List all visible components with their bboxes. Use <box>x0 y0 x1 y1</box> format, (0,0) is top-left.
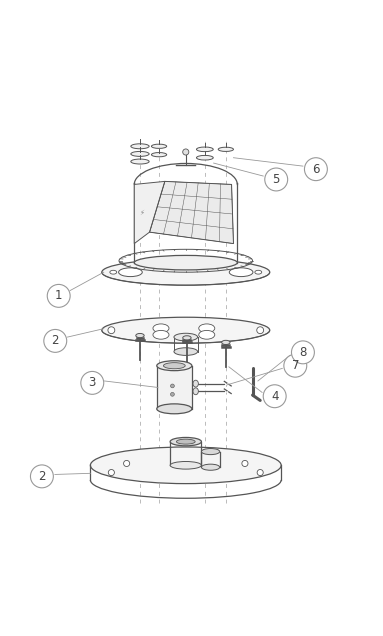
Circle shape <box>31 465 53 488</box>
Text: 5: 5 <box>273 173 280 186</box>
Ellipse shape <box>218 147 234 151</box>
Circle shape <box>170 392 174 396</box>
Ellipse shape <box>196 155 213 160</box>
Polygon shape <box>149 181 234 244</box>
Circle shape <box>108 469 115 476</box>
Text: 1: 1 <box>55 289 62 302</box>
Ellipse shape <box>131 151 149 156</box>
Ellipse shape <box>153 331 169 339</box>
Text: 2: 2 <box>38 470 46 483</box>
Ellipse shape <box>255 270 262 274</box>
Ellipse shape <box>170 438 201 446</box>
Ellipse shape <box>90 447 281 483</box>
Ellipse shape <box>164 363 185 369</box>
Ellipse shape <box>134 256 237 270</box>
Text: 8: 8 <box>299 346 307 359</box>
Ellipse shape <box>174 333 198 341</box>
Ellipse shape <box>177 439 195 444</box>
Ellipse shape <box>201 448 220 455</box>
Ellipse shape <box>110 270 117 274</box>
Circle shape <box>263 385 286 408</box>
Ellipse shape <box>131 144 149 149</box>
Circle shape <box>257 327 264 334</box>
Ellipse shape <box>222 340 230 345</box>
Ellipse shape <box>170 462 201 469</box>
Text: ⚡: ⚡ <box>139 210 144 216</box>
Ellipse shape <box>196 147 213 151</box>
Circle shape <box>265 168 288 191</box>
Text: 4: 4 <box>271 390 278 403</box>
Circle shape <box>304 158 327 181</box>
Text: 3: 3 <box>88 377 96 389</box>
Ellipse shape <box>102 317 270 343</box>
Ellipse shape <box>199 324 215 333</box>
Ellipse shape <box>131 159 149 164</box>
Ellipse shape <box>136 333 144 338</box>
Ellipse shape <box>199 331 215 339</box>
Ellipse shape <box>201 464 220 470</box>
Ellipse shape <box>193 388 198 395</box>
Circle shape <box>44 329 67 352</box>
Ellipse shape <box>102 259 270 285</box>
Text: 2: 2 <box>52 335 59 347</box>
Circle shape <box>291 341 314 364</box>
Ellipse shape <box>151 153 167 156</box>
Ellipse shape <box>157 361 192 371</box>
Circle shape <box>81 371 104 394</box>
Polygon shape <box>157 366 192 409</box>
Text: 7: 7 <box>291 359 299 372</box>
Text: 6: 6 <box>312 163 320 176</box>
Circle shape <box>170 384 174 388</box>
Circle shape <box>108 327 115 334</box>
Ellipse shape <box>153 324 169 333</box>
Circle shape <box>284 354 307 377</box>
Polygon shape <box>134 181 165 244</box>
Ellipse shape <box>157 404 192 414</box>
Ellipse shape <box>119 268 142 277</box>
Ellipse shape <box>174 348 198 356</box>
Circle shape <box>257 469 263 476</box>
Circle shape <box>183 149 189 155</box>
Ellipse shape <box>183 336 191 340</box>
Circle shape <box>47 284 70 307</box>
Ellipse shape <box>151 144 167 148</box>
Ellipse shape <box>193 380 198 387</box>
Circle shape <box>124 460 130 467</box>
Circle shape <box>242 460 248 467</box>
Ellipse shape <box>229 268 253 277</box>
